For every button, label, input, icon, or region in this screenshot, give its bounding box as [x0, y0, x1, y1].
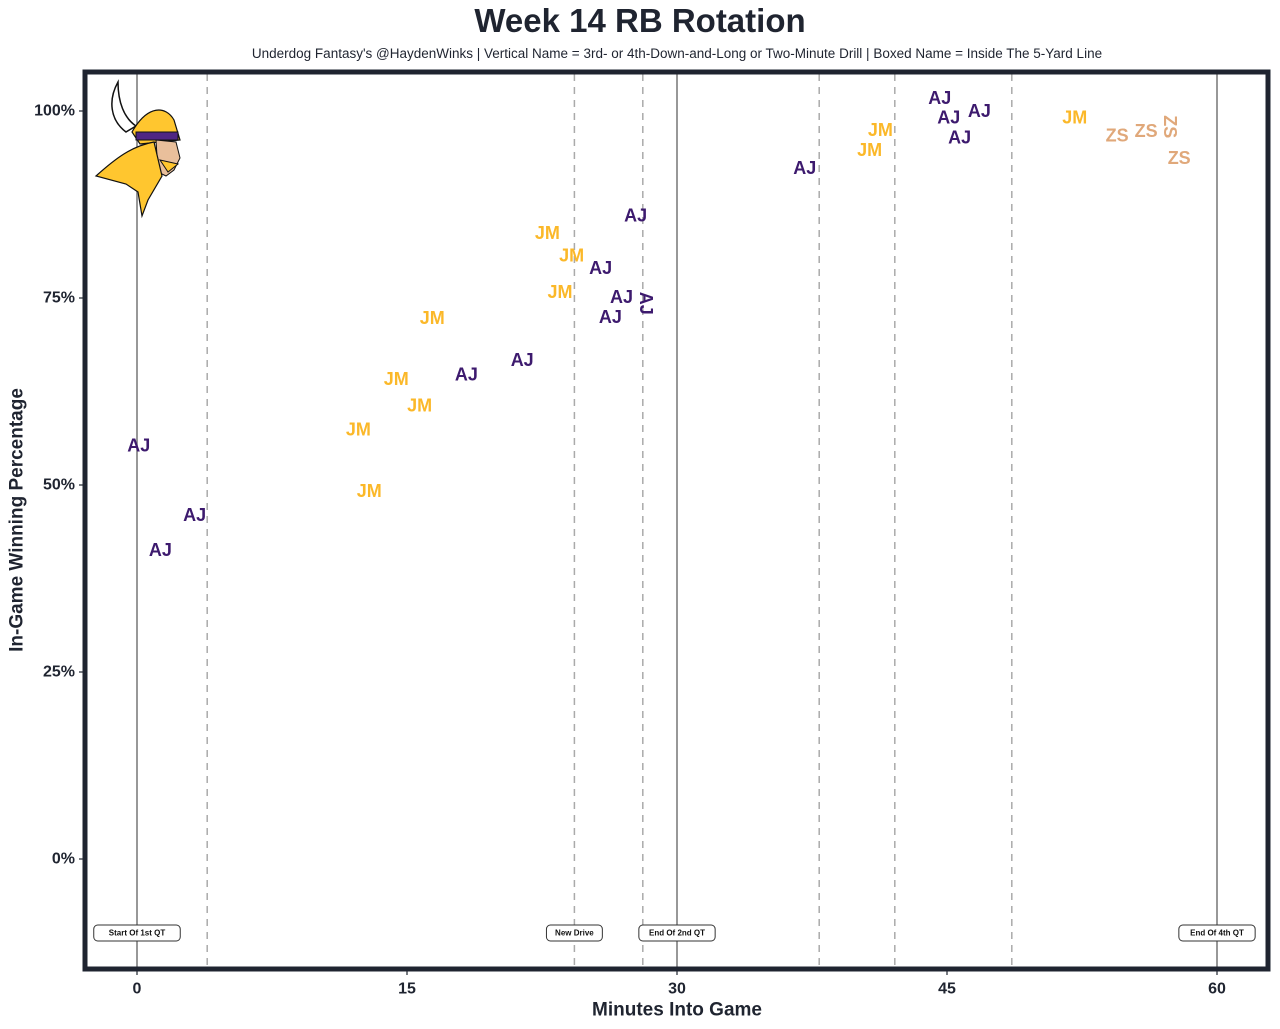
player-label-zs: ZS	[1168, 148, 1191, 168]
x-tick-label: 30	[668, 981, 686, 998]
player-label-jm: JM	[407, 396, 432, 416]
annotation-box	[545, 924, 603, 942]
player-label-jm: JM	[357, 481, 382, 501]
mustache-shape	[158, 159, 180, 173]
player-label-aj: AJ	[610, 287, 633, 307]
player-label-aj: AJ	[928, 88, 951, 108]
player-label-aj: AJ	[589, 258, 612, 278]
annotation-label: End Of 2nd QT	[649, 929, 705, 938]
annotation-label: End Of 4th QT	[1190, 929, 1244, 938]
x-tick-label: 45	[938, 981, 956, 998]
player-label-aj: AJ	[624, 206, 647, 226]
player-label-jm: JM	[559, 245, 584, 265]
player-labels: AJAJAJJMJMJMJMJMAJAJJMJMJMAJAJAJAJAJAJJM…	[127, 88, 1190, 560]
axes: 0% 25% 50% 75% 100% 0 15 30 45 60 Minutes Into Gam…	[7, 103, 1227, 1021]
player-label-aj: AJ	[511, 350, 534, 370]
x-tick-label: 15	[398, 981, 416, 998]
player-label-jm: JM	[868, 120, 893, 140]
x-tick-label: 0	[133, 981, 142, 998]
chart-title: Week 14 RB Rotation	[474, 2, 806, 39]
event-annotation: Start Of 1st QT	[93, 924, 181, 942]
player-label-jm: JM	[547, 282, 572, 302]
player-label-aj: AJ	[127, 435, 150, 455]
player-label-aj: AJ	[183, 505, 206, 525]
player-label-aj: AJ	[937, 107, 960, 127]
hair-shape	[94, 141, 163, 219]
annotation-box	[638, 924, 716, 942]
y-tick-label: 50%	[43, 477, 75, 494]
plot-frame	[82, 69, 1271, 972]
x-tick-label: 60	[1208, 981, 1226, 998]
player-label-aj: AJ	[599, 307, 622, 327]
annotation-box	[93, 924, 181, 942]
player-label-zs: ZS	[1160, 115, 1180, 138]
annotation-label: Start Of 1st QT	[109, 929, 166, 938]
helmet-band	[135, 131, 179, 141]
vikings-logo-icon	[94, 79, 181, 219]
annotation-label: New Drive	[555, 929, 594, 938]
player-label-zs: ZS	[1106, 126, 1129, 146]
y-tick-label: 75%	[43, 290, 75, 307]
y-tick-label: 0%	[52, 851, 75, 868]
reference-lines	[136, 74, 1218, 967]
x-axis-label: Minutes Into Game	[592, 1000, 762, 1021]
player-label-aj: AJ	[149, 540, 172, 560]
player-label-aj: AJ	[968, 101, 991, 121]
player-label-jm: JM	[346, 420, 371, 440]
y-tick-label: 100%	[34, 103, 75, 120]
vikings-helmet-logo	[94, 79, 181, 219]
horn-shape	[111, 79, 138, 133]
player-label-jm: JM	[1062, 108, 1087, 128]
annotation-box	[1178, 924, 1256, 942]
player-label-jm: JM	[857, 140, 882, 160]
player-label-jm: JM	[384, 369, 409, 389]
player-label-aj: AJ	[636, 292, 656, 315]
y-tick-label: 25%	[43, 664, 75, 681]
player-label-jm: JM	[535, 223, 560, 243]
event-annotation: New Drive	[545, 924, 603, 942]
player-label-zs: ZS	[1135, 121, 1158, 141]
player-label-aj: AJ	[455, 364, 478, 384]
chart-subtitle: Underdog Fantasy's @HaydenWinks | Vertic…	[251, 46, 1103, 61]
player-label-jm: JM	[420, 308, 445, 328]
event-annotations: Start Of 1st QT New Drive End Of 2nd QT End…	[93, 924, 1256, 942]
y-axis-label: In-Game Winning Percentage	[7, 388, 28, 652]
event-annotation: End Of 4th QT	[1178, 924, 1256, 942]
event-annotation: End Of 2nd QT	[638, 924, 716, 942]
player-label-aj: AJ	[793, 158, 816, 178]
player-label-aj: AJ	[948, 127, 971, 147]
